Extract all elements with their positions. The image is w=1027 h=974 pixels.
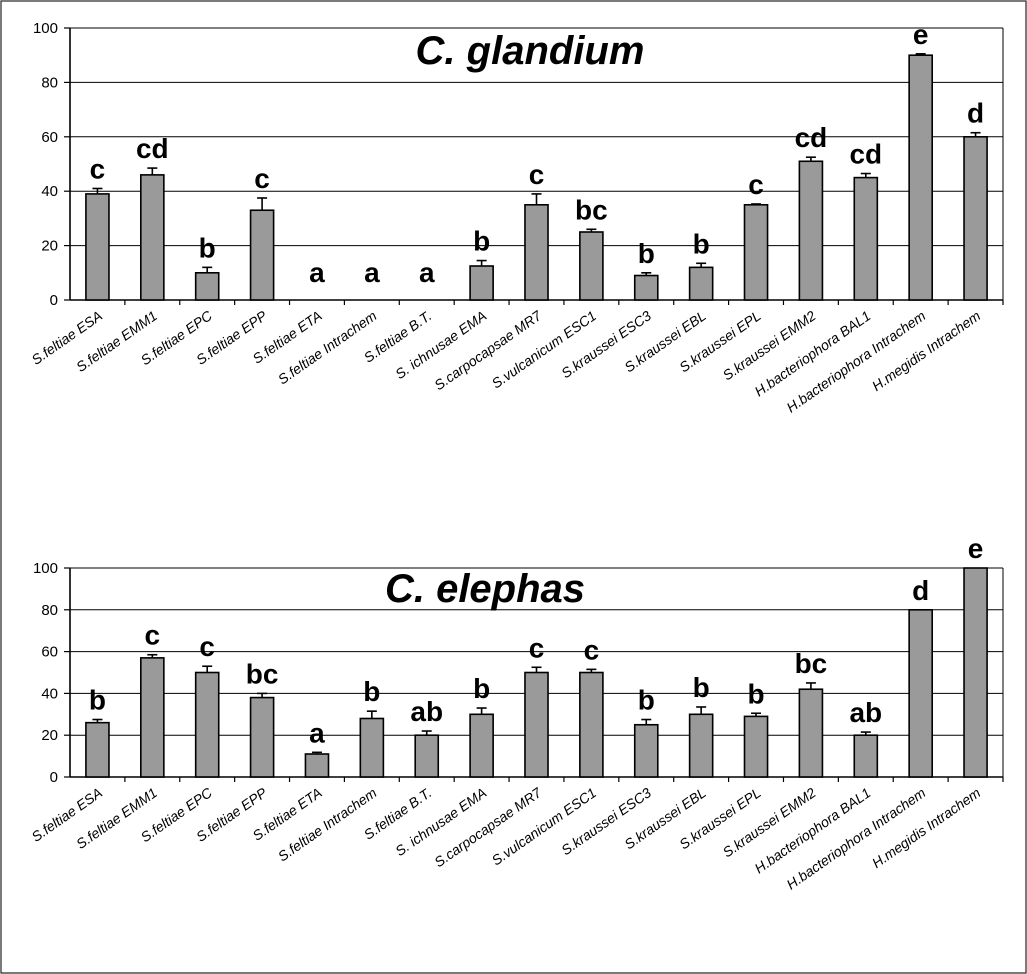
bar: [524, 204, 549, 301]
y-tick-label: 60: [41, 129, 58, 146]
bar: [743, 715, 769, 778]
significance-letter: b: [199, 232, 216, 263]
y-tick-label: 80: [41, 602, 58, 619]
significance-letter: e: [968, 533, 984, 564]
bar: [633, 274, 659, 301]
significance-letter: d: [912, 575, 929, 606]
significance-letter: c: [529, 632, 545, 663]
significance-letter: a: [364, 257, 380, 288]
x-tick-label: S. ichnusae EMA: [392, 307, 489, 382]
significance-letter: c: [529, 159, 545, 190]
y-tick-label: 80: [41, 74, 58, 91]
bar: [853, 734, 879, 778]
significance-letter: b: [693, 672, 710, 703]
bar: [249, 209, 275, 301]
bar: [194, 271, 220, 301]
bar: [579, 671, 604, 778]
chart-title: C. glandium: [416, 29, 645, 73]
x-tick-label: S.kraussei ESC3: [558, 307, 654, 381]
bar: [85, 193, 110, 301]
bar: [798, 160, 824, 301]
significance-letter: b: [363, 676, 380, 707]
significance-letter: c: [145, 620, 161, 651]
y-tick-label: 0: [50, 292, 58, 309]
bar: [798, 688, 824, 778]
y-tick-label: 60: [41, 644, 58, 661]
bar: [85, 721, 110, 778]
significance-letter: b: [747, 678, 764, 709]
x-tick-label: S.kraussei EMM2: [720, 784, 819, 860]
bar: [908, 54, 934, 301]
y-tick-label: 20: [41, 727, 58, 744]
y-tick-label: 100: [33, 560, 58, 577]
significance-letter: b: [473, 226, 490, 257]
bar: [963, 136, 988, 301]
x-tick-label: S.kraussei EMM2: [720, 307, 819, 383]
y-tick-label: 100: [33, 20, 58, 37]
bar: [688, 266, 714, 301]
bar: [414, 734, 440, 778]
significance-letter: d: [967, 98, 984, 129]
significance-letter: bc: [795, 648, 828, 679]
bar: [963, 567, 988, 778]
significance-letter: cd: [136, 133, 169, 164]
significance-letter: c: [199, 631, 215, 662]
significance-letter: c: [584, 634, 600, 665]
y-tick-label: 20: [41, 238, 58, 255]
significance-letter: a: [419, 257, 435, 288]
bar: [524, 671, 549, 778]
significance-letter: a: [309, 717, 325, 748]
bar: [908, 608, 934, 778]
y-tick-label: 40: [41, 685, 58, 702]
significance-letter: cd: [849, 139, 882, 170]
significance-letter: c: [748, 169, 764, 200]
bar: [359, 717, 385, 778]
bar: [139, 657, 165, 778]
x-tick-label: S.feltiae Intrachem: [275, 307, 380, 387]
significance-letter: bc: [246, 658, 279, 689]
bar: [469, 713, 494, 778]
y-tick-label: 40: [41, 183, 58, 200]
bar: [249, 696, 275, 778]
significance-letter: cd: [795, 122, 828, 153]
x-tick-label: S.kraussei ESC3: [558, 784, 654, 858]
y-tick-label: 0: [50, 769, 58, 786]
chart-title: C. elephas: [385, 567, 585, 611]
bar: [743, 204, 769, 301]
bar: [139, 174, 165, 301]
bar: [688, 713, 714, 778]
significance-letter: c: [90, 153, 106, 184]
significance-letter: ab: [410, 696, 443, 727]
x-tick-label: S.feltiae Intrachem: [275, 784, 380, 864]
significance-letter: b: [693, 228, 710, 259]
x-tick-label: S. ichnusae EMA: [392, 784, 489, 859]
bar: [853, 176, 879, 301]
significance-letter: a: [309, 257, 325, 288]
bar: [304, 753, 330, 778]
significance-letter: c: [254, 163, 270, 194]
significance-letter: b: [638, 685, 655, 716]
bar: [469, 265, 494, 301]
significance-letter: e: [913, 19, 929, 50]
bar: [579, 231, 604, 301]
significance-letter: b: [638, 238, 655, 269]
significance-letter: b: [89, 685, 106, 716]
bar: [194, 671, 220, 778]
significance-letter: ab: [849, 697, 882, 728]
bar: [633, 723, 659, 778]
significance-letter: bc: [575, 194, 608, 225]
significance-letter: b: [473, 673, 490, 704]
